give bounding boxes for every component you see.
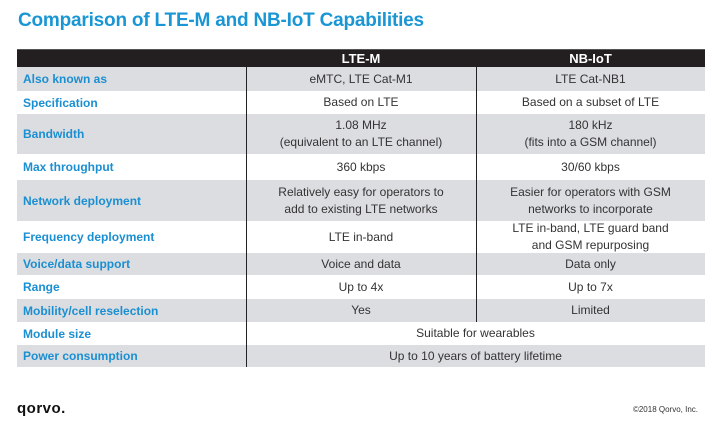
lte-m-cell: eMTC, LTE Cat-M1 [309, 71, 413, 86]
table-header: LTE-M NB-IoT [17, 49, 705, 69]
lte-m-cell: Based on LTE [323, 95, 399, 109]
table-row: Bandwidth 1.08 MHz (equivalent to an LTE … [17, 114, 705, 154]
row-label: Frequency deployment [23, 230, 155, 244]
row-label: Mobility/cell reselection [23, 303, 159, 318]
table-row: Mobility/cell reselection Yes Limited [17, 299, 705, 322]
lte-m-cell: 360 kbps [336, 159, 386, 174]
table-row: Range Up to 4x Up to 7x [17, 275, 705, 299]
qorvo-logo: qorvo. [17, 400, 66, 417]
row-label: Range [23, 280, 60, 294]
nb-iot-cell: Based on a subset of LTE [521, 95, 660, 109]
nb-iot-cell: 180 kHz (fits into a GSM channel) [524, 118, 657, 149]
lte-m-cell: Voice and data [321, 256, 401, 271]
table-row: Module size Suitable for wearables [17, 322, 705, 345]
row-label: Network deployment [23, 193, 142, 208]
row-label: Also known as [23, 72, 108, 86]
row-label: Module size [23, 326, 92, 341]
nb-iot-cell: 30/60 kbps [561, 159, 620, 174]
merged-cell: Up to 10 years of battery lifetime [389, 348, 562, 363]
row-label: Specification [23, 95, 98, 110]
nb-iot-cell: LTE in-band, LTE guard band and GSM repu… [512, 221, 669, 252]
copyright: ©2018 Qorvo, Inc. [632, 405, 698, 414]
table-row: Max throughput 360 kbps 30/60 kbps [17, 154, 705, 180]
column-header-lte-m: LTE-M [341, 51, 381, 66]
table-row: Also known as eMTC, LTE Cat-M1 LTE Cat-NB1 [17, 67, 705, 91]
nb-iot-cell: Up to 7x [568, 279, 613, 294]
table-row: Frequency deployment LTE in-band LTE in-ba… [17, 221, 705, 253]
table-row: Network deployment Relatively easy for op… [17, 180, 705, 221]
lte-m-cell: LTE in-band [328, 229, 394, 244]
column-divider [246, 67, 247, 367]
lte-m-cell: Yes [351, 303, 371, 317]
row-label: Voice/data support [23, 257, 131, 271]
nb-iot-cell: Easier for operators with GSM networks t… [510, 184, 671, 216]
column-divider [476, 67, 477, 322]
lte-m-cell: 1.08 MHz (equivalent to an LTE channel) [279, 118, 443, 149]
lte-m-cell: Up to 4x [338, 279, 384, 294]
row-label: Max throughput [23, 160, 114, 174]
table-row: Voice/data support Voice and data Data onl… [17, 253, 705, 275]
row-label: Bandwidth [23, 127, 85, 141]
lte-m-cell: Relatively easy for operators to add to … [278, 184, 444, 216]
row-label: Power consumption [23, 349, 138, 363]
nb-iot-cell: Limited [571, 303, 610, 317]
page-title: Comparison of LTE-M and NB-IoT Capabilit… [18, 10, 424, 31]
merged-cell: Suitable for wearables [416, 326, 535, 340]
table-row: Power consumption Up to 10 years of batte… [17, 345, 705, 367]
nb-iot-cell: LTE Cat-NB1 [555, 71, 626, 86]
nb-iot-cell: Data only [565, 256, 616, 271]
table-row: Specification Based on LTE Based on a subs… [17, 91, 705, 114]
column-header-nb-iot: NB-IoT [569, 51, 612, 66]
